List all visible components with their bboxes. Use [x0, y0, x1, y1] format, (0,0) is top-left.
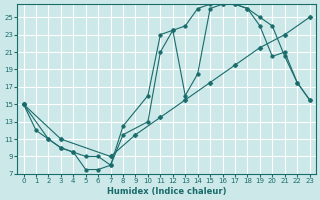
X-axis label: Humidex (Indice chaleur): Humidex (Indice chaleur) [107, 187, 226, 196]
